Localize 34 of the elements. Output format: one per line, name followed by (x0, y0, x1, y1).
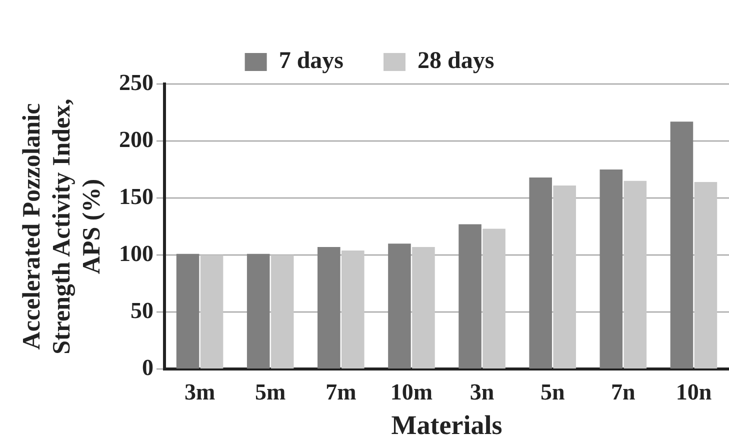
legend-label: 28 days (418, 48, 494, 74)
x-tick-label: 3m (184, 380, 216, 405)
bar (482, 228, 506, 368)
bar (200, 255, 224, 368)
y-tick-label: 200 (119, 126, 154, 152)
bar (176, 254, 200, 368)
x-tick-label: 5n (540, 380, 565, 405)
bar (624, 180, 647, 368)
y-tick-label: 100 (119, 240, 154, 266)
bar (318, 247, 340, 368)
bar (246, 254, 270, 368)
x-tick-label: 3n (470, 380, 494, 405)
bar (529, 177, 552, 368)
bar (600, 170, 623, 368)
x-tick-label: 10m (390, 380, 433, 405)
bar (388, 244, 411, 368)
y-tick-label: 0 (142, 354, 154, 380)
bar (694, 182, 718, 368)
bar (553, 185, 576, 368)
x-tick-label: 7m (326, 380, 356, 405)
legend-label: 7 days (278, 48, 344, 74)
bar (458, 224, 482, 368)
bar (670, 122, 694, 368)
bar (412, 247, 435, 368)
x-axis-title: Materials (391, 410, 502, 440)
y-tick-label: 250 (119, 70, 154, 95)
x-tick-label: 5m (255, 380, 286, 405)
x-tick-label: 7n (611, 380, 636, 405)
x-tick-label: 10n (676, 380, 712, 405)
bar (270, 255, 294, 368)
y-tick-label: 50 (130, 298, 154, 323)
bar (342, 250, 364, 368)
y-axis-title: Accelerated Pozzolanic Strength Activity Index, APS (%) (18, 98, 106, 354)
y-tick-label: 150 (119, 184, 154, 209)
